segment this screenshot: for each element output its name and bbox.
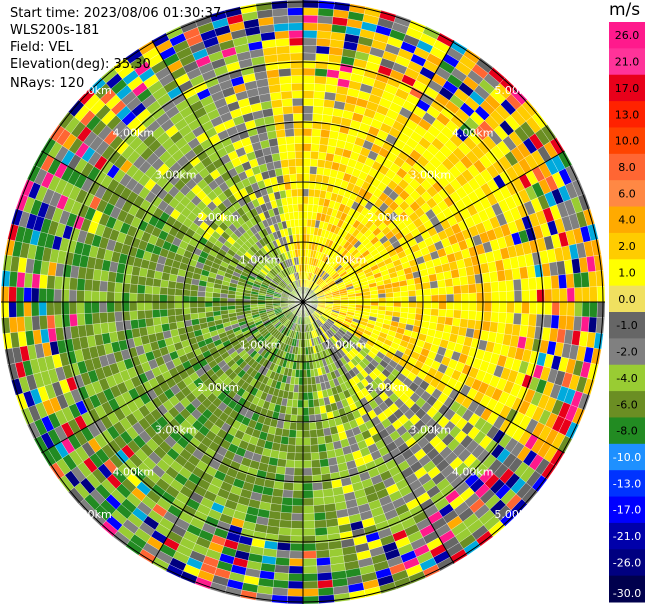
colorbar-tick-label: -30.0: [613, 587, 641, 600]
plot-info: Start time: 2023/08/06 01:30:37 WLS200s-…: [10, 5, 221, 92]
velocity-cells: [0, 0, 606, 605]
colorbar-tick-label: 21.0: [615, 56, 640, 69]
colorbar-tick-label: -1.0: [616, 319, 637, 332]
colorbar-tick-label: 1.0: [618, 266, 636, 279]
elevation: Elevation(deg): 35.30: [10, 57, 151, 72]
colorbar-tick-label: -17.0: [613, 504, 641, 517]
colorbar-tick-label: -10.0: [613, 451, 641, 464]
start-time: Start time: 2023/08/06 01:30:37: [10, 6, 222, 21]
colorbar-tick-label: 6.0: [618, 187, 636, 200]
nrays: NRays: 120: [10, 76, 85, 91]
colorbar-tick-label: 8.0: [618, 161, 636, 174]
colorbar-tick-label: 13.0: [615, 108, 640, 121]
colorbar-tick-label: 0.0: [618, 293, 636, 306]
colorbar-unit: m/s: [609, 0, 641, 20]
colorbar-tick-label: 26.0: [615, 29, 640, 42]
colorbar-tick-label: -26.0: [613, 556, 641, 569]
colorbar-tick-label: -13.0: [613, 477, 641, 490]
instrument-name: WLS200s-181: [10, 23, 100, 38]
colorbar-tick-label: -6.0: [616, 398, 637, 411]
colorbar-tick-label: 10.0: [615, 135, 640, 148]
field-name: Field: VEL: [10, 40, 73, 55]
colorbar-tick-label: -8.0: [616, 425, 637, 438]
colorbar-tick-label: 17.0: [615, 82, 640, 95]
colorbar-tick-label: -21.0: [613, 530, 641, 543]
colorbar-tick-label: 2.0: [618, 240, 636, 253]
colorbar-tick-label: -2.0: [616, 346, 637, 359]
colorbar-tick-label: -4.0: [616, 372, 637, 385]
colorbar-tick-label: 4.0: [618, 214, 636, 227]
